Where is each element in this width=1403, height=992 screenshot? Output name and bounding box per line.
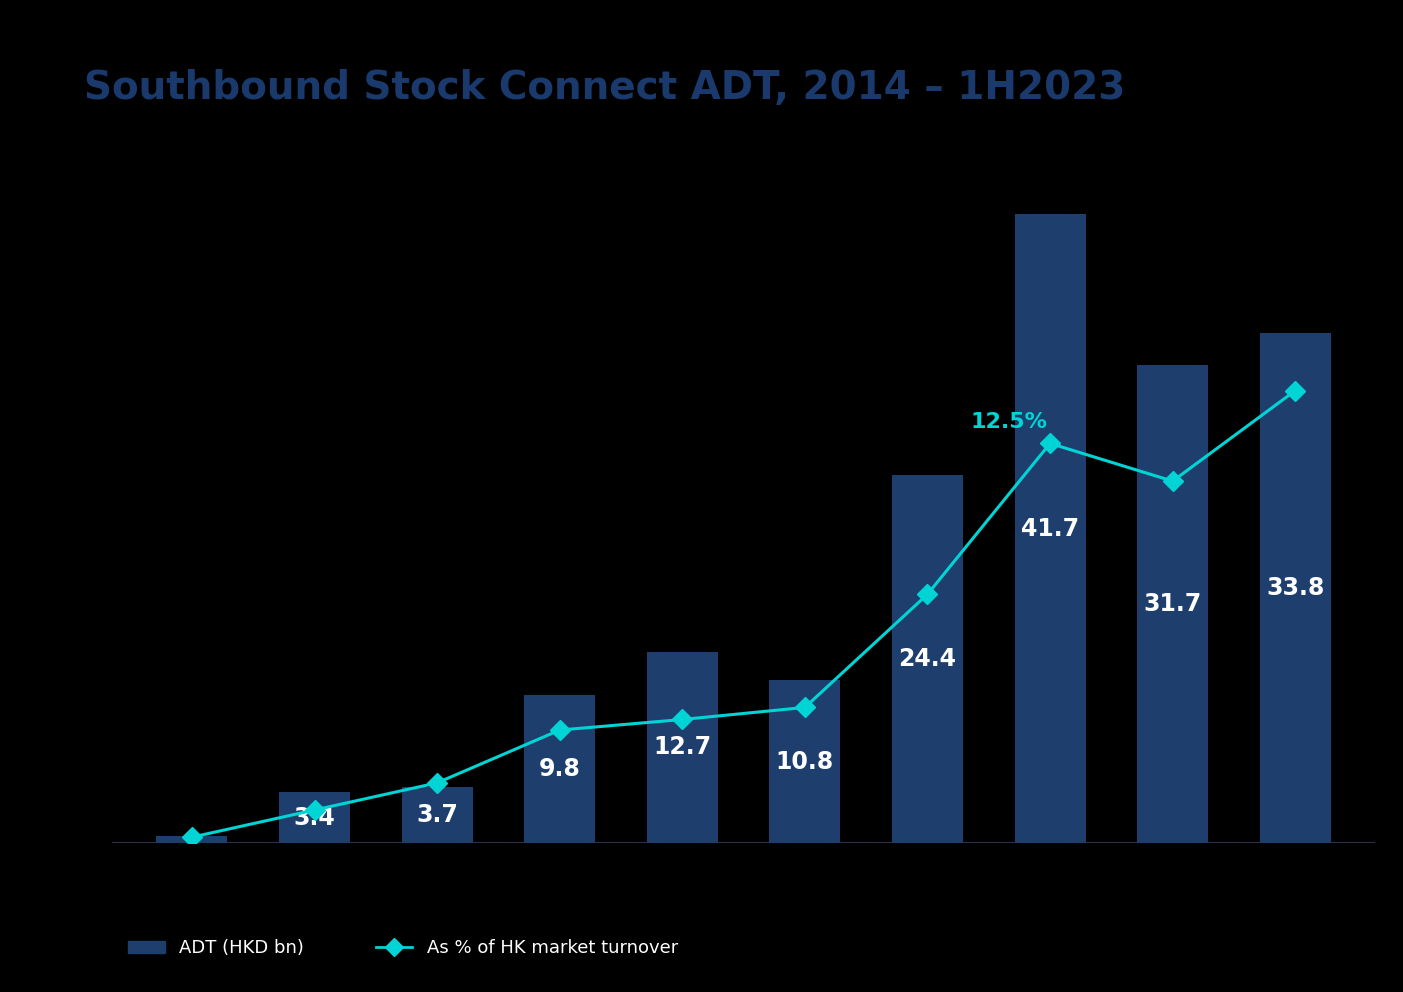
Bar [1014,214,1086,843]
Legend: ADT (HKD bn), As % of HK market turnover: ADT (HKD bn), As % of HK market turnover [121,932,685,964]
Text: 41.7: 41.7 [1021,517,1079,541]
Text: 3.4: 3.4 [293,806,335,829]
Bar [525,695,595,843]
Bar [279,792,351,843]
Text: 3.7: 3.7 [417,804,457,827]
Text: 9.8: 9.8 [539,757,581,782]
Text: 12.7: 12.7 [654,735,711,760]
Text: 10.8: 10.8 [776,750,833,774]
Text: Southbound Stock Connect ADT, 2014 – 1H2023: Southbound Stock Connect ADT, 2014 – 1H2… [84,69,1125,107]
Bar [647,652,718,843]
Text: 12.5%: 12.5% [971,413,1048,433]
Text: 33.8: 33.8 [1266,576,1324,600]
Bar [769,681,840,843]
Bar [1260,333,1331,843]
Bar [156,835,227,843]
Bar [892,475,962,843]
Bar [401,788,473,843]
Text: 24.4: 24.4 [898,647,957,672]
Bar [1136,365,1208,843]
Text: 31.7: 31.7 [1143,592,1202,616]
